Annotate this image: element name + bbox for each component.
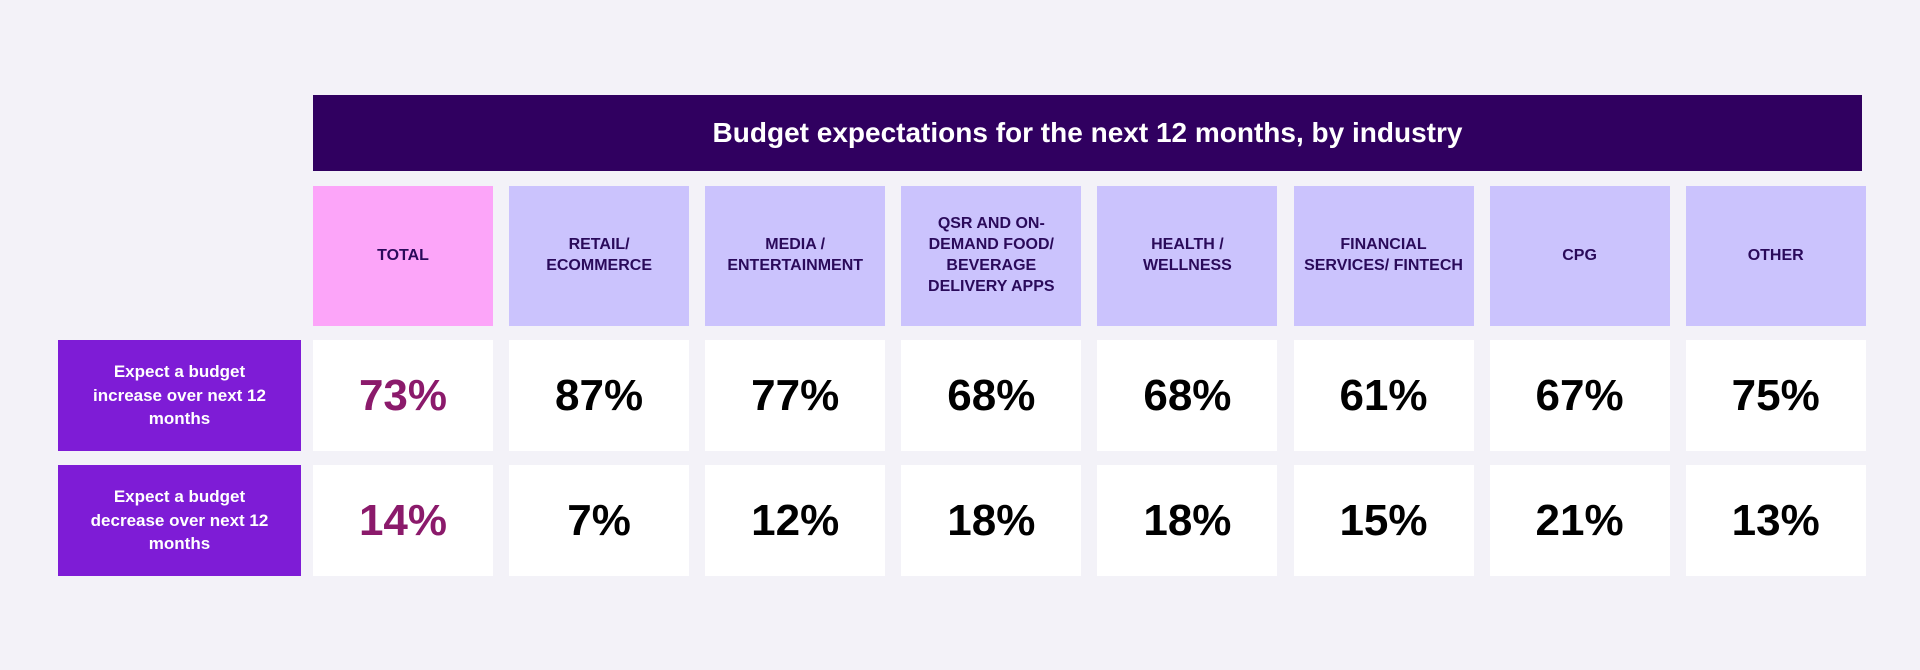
column-header: QSR AND ON-DEMAND FOOD/ BEVERAGE DELIVER…: [901, 186, 1082, 326]
value-cell: 21%: [1489, 465, 1670, 576]
column-header: CPG: [1489, 186, 1670, 326]
value-cell: 61%: [1293, 340, 1474, 451]
row-label: Expect a budget increase over next 12 mo…: [58, 340, 301, 451]
value-cell: 12%: [705, 465, 886, 576]
table-title: Budget expectations for the next 12 mont…: [313, 95, 1862, 171]
value-cell: 14%: [313, 465, 493, 576]
column-header: HEALTH / WELLNESS: [1097, 186, 1278, 326]
value-cell: 7%: [509, 465, 690, 576]
value-cell: 77%: [705, 340, 886, 451]
value-cell: 75%: [1685, 340, 1866, 451]
value-cell: 67%: [1489, 340, 1670, 451]
value-cell: 18%: [901, 465, 1082, 576]
value-cell: 68%: [1097, 340, 1278, 451]
column-header: MEDIA / ENTERTAINMENT: [705, 186, 886, 326]
column-header: OTHER: [1685, 186, 1866, 326]
value-cell: 18%: [1097, 465, 1278, 576]
value-cell: 73%: [313, 340, 493, 451]
value-cell: 13%: [1685, 465, 1866, 576]
value-cell: 68%: [901, 340, 1082, 451]
column-header: TOTAL: [313, 186, 493, 326]
value-cell: 15%: [1293, 465, 1474, 576]
value-cell: 87%: [509, 340, 690, 451]
row-label: Expect a budget decrease over next 12 mo…: [58, 465, 301, 576]
column-header: RETAIL/ ECOMMERCE: [509, 186, 690, 326]
column-header: FINANCIAL SERVICES/ FINTECH: [1293, 186, 1474, 326]
